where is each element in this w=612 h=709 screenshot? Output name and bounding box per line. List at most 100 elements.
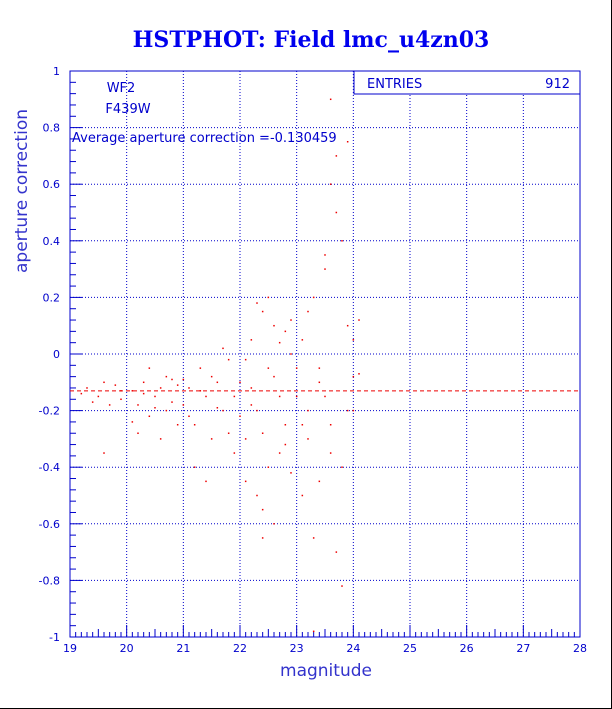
- data-point: [222, 409, 224, 412]
- data-point: [290, 319, 292, 321]
- average-annotation: Average aperture correction =-0.130459: [72, 131, 337, 146]
- data-point: [103, 381, 105, 384]
- data-point: [80, 392, 83, 395]
- data-point: [171, 401, 173, 403]
- data-point: [256, 494, 258, 497]
- data-point: [278, 395, 281, 398]
- data-point: [267, 367, 270, 369]
- data-point: [324, 254, 326, 256]
- data-point: [216, 407, 219, 409]
- data-point: [97, 395, 100, 398]
- data-point: [227, 432, 230, 434]
- data-point: [239, 415, 241, 418]
- data-point: [188, 415, 190, 418]
- x-tick-label: 23: [290, 642, 304, 655]
- data-point: [318, 381, 321, 384]
- data-point: [199, 390, 202, 392]
- data-point: [346, 409, 349, 412]
- data-point: [250, 339, 253, 341]
- data-point: [86, 387, 88, 389]
- data-point: [290, 353, 292, 355]
- data-point: [329, 424, 332, 426]
- data-point: [210, 438, 213, 440]
- data-point: [329, 452, 332, 454]
- data-point: [278, 452, 281, 454]
- data-point: [329, 98, 332, 101]
- data-point: [131, 421, 134, 423]
- stats-box: [353, 70, 581, 95]
- entries-value: 912: [545, 77, 570, 92]
- data-point: [341, 240, 343, 242]
- x-tick-label: 19: [63, 642, 77, 655]
- data-point: [205, 395, 207, 398]
- x-tick-label: 28: [573, 642, 587, 655]
- data-point: [256, 302, 258, 304]
- data-point: [307, 310, 309, 313]
- data-point: [205, 480, 207, 483]
- data-point: [148, 367, 151, 369]
- data-point: [159, 387, 162, 389]
- y-tick-label: -1: [49, 631, 60, 644]
- data-point: [352, 339, 355, 341]
- data-point: [176, 424, 179, 426]
- data-point: [278, 341, 281, 344]
- data-point: [301, 339, 304, 341]
- data-point: [244, 480, 247, 483]
- data-point: [341, 585, 343, 587]
- data-point: [329, 183, 332, 185]
- data-point: [318, 367, 321, 369]
- data-point: [261, 432, 264, 434]
- data-point: [137, 432, 139, 434]
- data-point: [199, 367, 202, 369]
- data-point: [301, 424, 304, 426]
- data-point: [171, 378, 173, 381]
- data-point: [324, 395, 326, 398]
- data-point: [193, 424, 196, 426]
- data-point: [324, 268, 326, 270]
- x-tick-label: 22: [233, 642, 247, 655]
- camera-label: WF2: [107, 81, 136, 96]
- y-tick-label: 1: [53, 65, 60, 78]
- data-point: [295, 367, 298, 369]
- data-point: [346, 324, 349, 327]
- data-point: [131, 390, 134, 392]
- data-point: [318, 480, 321, 483]
- y-axis-label: aperture correction: [12, 109, 32, 273]
- x-tick-label: 25: [403, 642, 417, 655]
- data-point: [142, 381, 145, 384]
- data-point: [222, 347, 224, 350]
- data-point: [358, 319, 360, 321]
- data-point: [335, 551, 338, 553]
- data-point: [261, 537, 264, 539]
- tick-labels: 19 20 21 22 23 24 25 26 27 28 -1 -0.8 -0.6 -0.4 -0.2 0 0…: [39, 65, 587, 655]
- data-point: [352, 375, 355, 378]
- data-point: [114, 384, 117, 386]
- y-tick-label: -0.2: [39, 405, 60, 418]
- data-point: [301, 494, 304, 497]
- y-tick-label: 0.6: [43, 178, 61, 191]
- data-point: [137, 404, 139, 406]
- data-point: [233, 452, 236, 454]
- data-point: [182, 404, 185, 406]
- y-tick-label: 0.8: [43, 122, 61, 135]
- x-tick-label: 26: [460, 642, 474, 655]
- y-tick-label: -0.8: [39, 574, 60, 587]
- data-point: [256, 409, 258, 412]
- data-point: [267, 296, 270, 299]
- data-point: [216, 381, 219, 384]
- data-point: [284, 443, 287, 446]
- data-point: [244, 438, 247, 440]
- data-point: [273, 375, 275, 378]
- data-point: [250, 387, 253, 389]
- data-point: [120, 398, 122, 401]
- data-point: [335, 211, 338, 214]
- data-point: [154, 407, 156, 409]
- data-point: [154, 395, 156, 398]
- entries-label: ENTRIES: [367, 77, 422, 92]
- x-tick-label: 24: [346, 642, 360, 655]
- data-point: [341, 466, 343, 468]
- y-tick-label: 0.2: [43, 291, 61, 304]
- axis-ticks: [69, 70, 581, 638]
- data-point: [159, 438, 162, 440]
